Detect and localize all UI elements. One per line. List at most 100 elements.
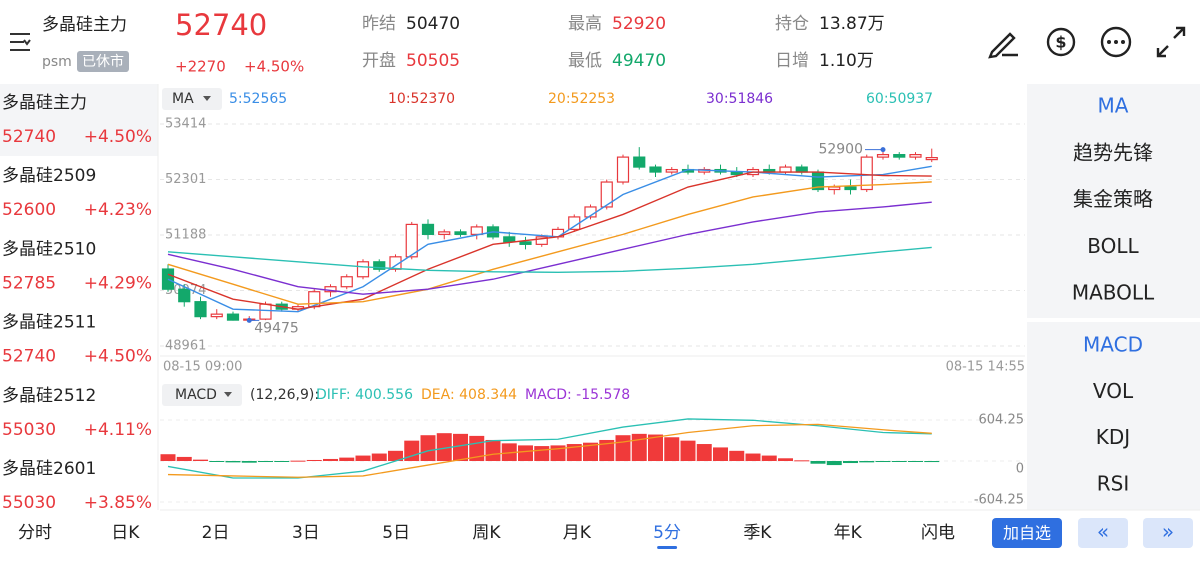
macd-bar <box>306 459 322 461</box>
macd-bar <box>160 454 176 461</box>
macd-legend: MACD: -15.578 <box>525 387 630 403</box>
watch-name[interactable]: 多晶硅主力 <box>2 93 87 113</box>
stat-label: 开盘 <box>362 51 396 71</box>
stat-label: 最高 <box>568 14 602 34</box>
indicator-sub[interactable]: VOL <box>1093 379 1134 403</box>
macd-tick-label: 0 <box>1016 462 1024 477</box>
stat-label: 昨结 <box>362 14 396 34</box>
watch-price: 55030 <box>2 493 56 513</box>
stat-label: 持仓 <box>775 14 809 34</box>
ma-line <box>167 201 932 295</box>
indicator-sub[interactable]: KDJ <box>1096 425 1130 449</box>
ma-selector[interactable] <box>162 88 222 110</box>
period-tab[interactable]: 闪电 <box>921 523 955 543</box>
period-tab[interactable]: 季K <box>743 523 772 543</box>
indicator-main[interactable]: BOLL <box>1087 234 1139 258</box>
indicator-main[interactable]: MABOLL <box>1072 281 1155 305</box>
ma-legend: 30:51846 <box>706 91 773 107</box>
next-button[interactable] <box>1143 518 1193 548</box>
macd-bar <box>778 458 793 461</box>
collapse-icon[interactable] <box>1156 26 1186 58</box>
candle-body <box>535 236 548 245</box>
stat-value: 13.87万 <box>819 14 885 34</box>
stat-value: 52920 <box>612 14 666 34</box>
candle-body <box>665 168 678 173</box>
macd-bar <box>388 450 403 461</box>
macd-selector[interactable] <box>162 384 242 406</box>
candle-body <box>454 231 467 235</box>
more-icon[interactable] <box>1100 26 1132 58</box>
candle-body <box>226 313 240 321</box>
macd-bar <box>485 439 501 461</box>
stat-label: 最低 <box>568 51 602 71</box>
candle-body <box>876 154 890 158</box>
candle-body <box>828 186 841 191</box>
ma-legend: 20:52253 <box>548 91 615 107</box>
period-tab[interactable]: 分时 <box>18 523 52 543</box>
macd-bar <box>631 433 647 461</box>
watch-active-bg <box>0 84 158 156</box>
contract-name: 多晶硅主力 <box>42 15 127 35</box>
candle-body <box>340 276 353 288</box>
indicator-main[interactable]: MA <box>1098 94 1129 118</box>
candle-body <box>259 303 272 320</box>
watch-name[interactable]: 多晶硅2511 <box>2 313 96 333</box>
period-tab[interactable]: 月K <box>563 523 592 543</box>
macd-selector-label: MACD <box>175 387 217 403</box>
status-tag <box>77 51 129 72</box>
candle-body <box>649 166 662 173</box>
price-tick-label: 52301 <box>165 172 206 187</box>
indicator-sub[interactable]: RSI <box>1097 471 1130 495</box>
time-start: 08-15 09:00 <box>163 360 242 375</box>
ma-selector-label: MA <box>172 91 194 107</box>
watch-pct: +4.29% <box>84 273 152 293</box>
period-tab[interactable]: 3日 <box>292 523 320 543</box>
period-tab[interactable]: 日K <box>111 523 140 543</box>
watch-pct: +4.23% <box>84 200 152 220</box>
candle-body <box>421 223 435 235</box>
dropdown-arrow <box>203 96 211 101</box>
change: +2270 <box>175 58 226 76</box>
candle-body <box>373 261 386 270</box>
macd-bar <box>323 458 338 461</box>
macd-bar <box>615 435 631 461</box>
candle-body <box>925 157 938 161</box>
currency-icon[interactable] <box>1046 27 1076 57</box>
watch-name[interactable]: 多晶硅2512 <box>2 386 96 406</box>
price-tick-label: 48961 <box>165 339 206 354</box>
period-tab[interactable]: 5日 <box>382 523 410 543</box>
candle-body <box>470 226 483 235</box>
draw-icon[interactable] <box>988 32 1018 59</box>
ma-legend: 60:50937 <box>866 91 933 107</box>
macd-bar <box>193 459 208 461</box>
period-tab[interactable]: 周K <box>472 523 501 543</box>
tab-underline <box>657 546 678 549</box>
candle-body <box>389 256 402 270</box>
next-label: » <box>1162 520 1174 544</box>
indicator-main[interactable]: 趋势先锋 <box>1073 140 1153 164</box>
candle-body <box>356 261 370 278</box>
macd-bar <box>664 437 680 461</box>
macd-legend: DIFF: 400.556 <box>316 387 413 403</box>
candle-body <box>779 166 792 173</box>
add-button[interactable] <box>992 518 1062 548</box>
macd-bar <box>908 461 923 462</box>
ma-line <box>167 246 932 273</box>
candle-body <box>600 181 613 208</box>
status-text: 已休市 <box>82 53 124 70</box>
indicator-sub[interactable]: MACD <box>1083 333 1143 357</box>
menu-icon[interactable] <box>10 33 31 51</box>
low-marker-label: 49475 <box>254 320 299 336</box>
currency-glyph: $ <box>1055 33 1066 52</box>
period-tab[interactable]: 5分 <box>653 523 681 543</box>
macd-bar <box>566 444 582 461</box>
watch-name[interactable]: 多晶硅2601 <box>2 459 96 479</box>
macd-bar <box>924 461 940 463</box>
watch-name[interactable]: 多晶硅2509 <box>2 166 96 186</box>
period-tab[interactable]: 年K <box>834 523 863 543</box>
prev-button[interactable] <box>1078 518 1128 548</box>
period-tab[interactable]: 2日 <box>202 523 230 543</box>
indicator-main[interactable]: 集金策略 <box>1073 187 1153 211</box>
watch-name[interactable]: 多晶硅2510 <box>2 239 96 259</box>
macd-bar <box>355 455 371 461</box>
